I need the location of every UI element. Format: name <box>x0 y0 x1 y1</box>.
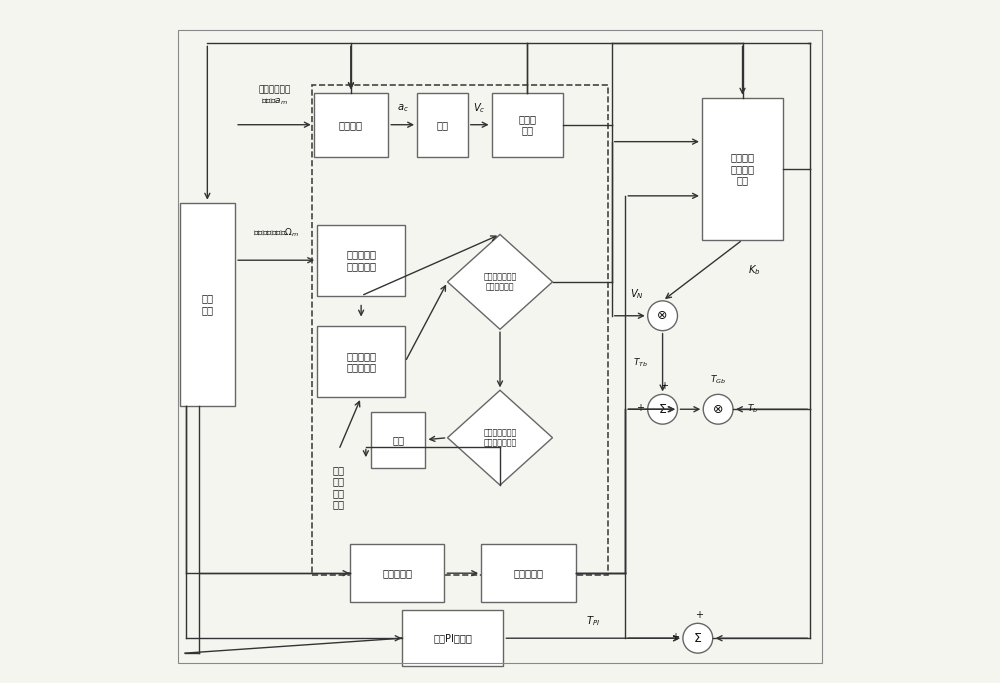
Text: $V_c$: $V_c$ <box>473 101 486 115</box>
Text: 测量机舱左右
加速度$a_m$: 测量机舱左右 加速度$a_m$ <box>258 86 291 107</box>
Text: $T_{Gb}$: $T_{Gb}$ <box>710 373 726 386</box>
Text: 带通滤波器: 带通滤波器 <box>513 568 543 579</box>
Text: $T_{PI}$: $T_{PI}$ <box>586 615 600 628</box>
Text: $T_b$: $T_b$ <box>747 403 758 415</box>
Text: ⊗: ⊗ <box>657 309 668 322</box>
FancyBboxPatch shape <box>371 412 425 467</box>
Text: $a_c$: $a_c$ <box>397 102 409 113</box>
Text: $T_{Tb}$: $T_{Tb}$ <box>633 357 648 369</box>
Text: +: + <box>660 380 668 391</box>
FancyBboxPatch shape <box>481 544 576 602</box>
Circle shape <box>703 394 733 424</box>
FancyBboxPatch shape <box>417 92 468 157</box>
Text: $V_N$: $V_N$ <box>630 287 644 301</box>
FancyBboxPatch shape <box>317 225 405 296</box>
Text: 风电
机组: 风电 机组 <box>201 294 213 315</box>
Text: 转矩PI控制器: 转矩PI控制器 <box>433 633 472 643</box>
FancyBboxPatch shape <box>314 92 388 157</box>
Circle shape <box>683 624 713 653</box>
FancyBboxPatch shape <box>702 98 783 240</box>
Text: 测量发电机转速$\Omega_m$: 测量发电机转速$\Omega_m$ <box>253 227 299 239</box>
FancyBboxPatch shape <box>402 611 503 666</box>
Text: 警报: 警报 <box>392 434 404 445</box>
Text: 高通滤波器: 高通滤波器 <box>382 568 412 579</box>
Text: 预设塔筒左
右固有频率: 预设塔筒左 右固有频率 <box>346 351 376 373</box>
Text: +: + <box>671 632 679 642</box>
Text: 频率
在线
调整
模块: 频率 在线 调整 模块 <box>333 464 345 510</box>
Text: 消差模块: 消差模块 <box>339 120 363 130</box>
Text: 补偿转矩
系数计算
模块: 补偿转矩 系数计算 模块 <box>731 152 755 185</box>
FancyBboxPatch shape <box>492 92 563 157</box>
Polygon shape <box>447 234 553 329</box>
Text: 带通滤
波器: 带通滤 波器 <box>518 114 536 135</box>
Text: 判断频率偏移是
否超过设定范围: 判断频率偏移是 否超过设定范围 <box>483 428 517 447</box>
Text: 判断频率偏移是
否在较小范围: 判断频率偏移是 否在较小范围 <box>483 273 517 292</box>
Text: 在线频率计
算提取模块: 在线频率计 算提取模块 <box>346 249 376 271</box>
Circle shape <box>648 394 677 424</box>
FancyBboxPatch shape <box>180 203 235 406</box>
Text: Σ: Σ <box>659 403 667 416</box>
Text: +: + <box>695 609 703 619</box>
Text: +: + <box>636 403 644 413</box>
FancyBboxPatch shape <box>350 544 444 602</box>
Text: $K_b$: $K_b$ <box>748 264 761 277</box>
Polygon shape <box>447 390 553 485</box>
FancyBboxPatch shape <box>317 326 405 398</box>
Circle shape <box>648 301 677 331</box>
Text: ⊗: ⊗ <box>713 403 723 416</box>
Text: Σ: Σ <box>694 632 702 645</box>
Text: 积分: 积分 <box>436 120 448 130</box>
